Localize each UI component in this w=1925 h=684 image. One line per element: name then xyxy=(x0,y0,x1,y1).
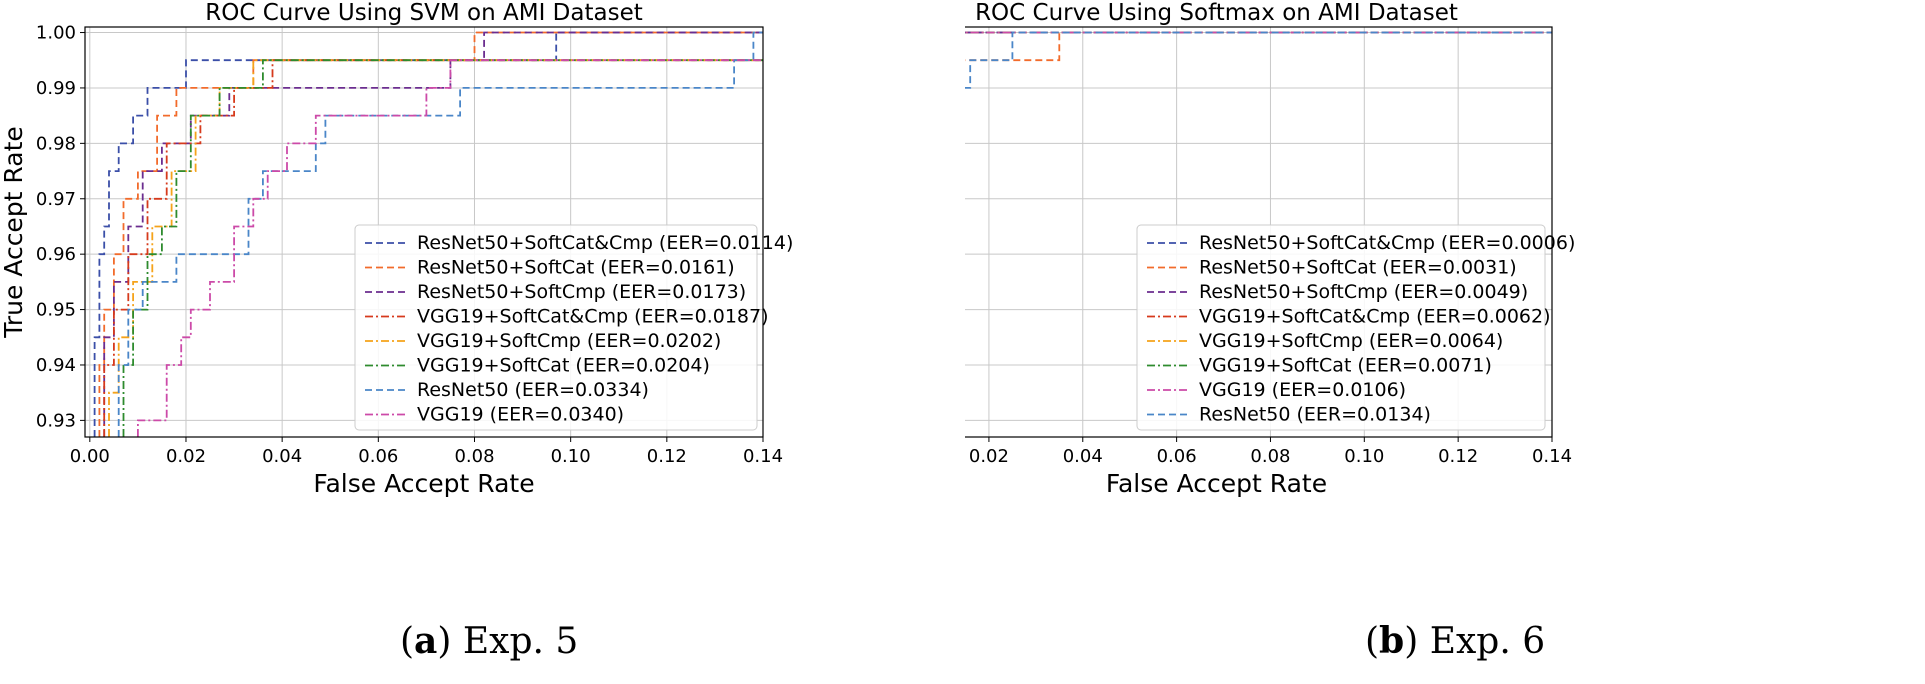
chart-b-xtick-label: 0.08 xyxy=(1250,446,1290,467)
chart-a-ytick-label: 0.97 xyxy=(36,189,76,210)
chart-a-plot-frame xyxy=(84,26,764,438)
chart-b-legend: ResNet50+SoftCat&Cmp (EER=0.0006) ResNet5… xyxy=(1136,224,1575,431)
chart-a-xtick-label: 0.06 xyxy=(358,446,398,467)
chart-a-xtick-label: 0.00 xyxy=(70,446,110,467)
chart-a-xtick-label: 0.12 xyxy=(647,446,687,467)
chart-b-xtick-label: 0.10 xyxy=(1344,446,1384,467)
chart-b-title: ROC Curve Using Softmax on AMI Dataset xyxy=(975,0,1458,26)
chart-a-series-line-7 xyxy=(136,59,763,437)
chart-a-legend-label-6: ResNet50 (EER=0.0334) xyxy=(417,379,649,401)
chart-a-legend-label-2: ResNet50+SoftCmp (EER=0.0173) xyxy=(417,281,746,303)
chart-a-legend-label-4: VGG19+SoftCmp (EER=0.0202) xyxy=(417,330,721,352)
chart-a-legend-label-7: VGG19 (EER=0.0340) xyxy=(417,404,624,426)
chart-a-xtick-label: 0.02 xyxy=(166,446,206,467)
roc-chart-softmax: 0.000.020.040.060.080.100.120.140.930.94… xyxy=(965,0,1575,498)
chart-a-ytick-label: 0.95 xyxy=(36,300,76,321)
caption-b-close: ) xyxy=(1404,621,1419,662)
chart-a-xtick-label: 0.04 xyxy=(262,446,302,467)
caption-a-letter: a xyxy=(414,620,438,662)
chart-a-xtick-label: 0.14 xyxy=(743,446,783,467)
chart-a-legend-label-0: ResNet50+SoftCat&Cmp (EER=0.0114) xyxy=(417,232,793,254)
chart-b-xtick-label: 0.02 xyxy=(969,446,1009,467)
chart-b-xtick-label: 0.04 xyxy=(1063,446,1103,467)
chart-a-ytick-label: 0.98 xyxy=(36,133,76,154)
caption-a-close: ) xyxy=(437,621,452,662)
chart-b-legend-box xyxy=(1136,224,1546,431)
chart-a-series-group xyxy=(93,31,763,437)
chart-b-legend-label-2: ResNet50+SoftCmp (EER=0.0049) xyxy=(1199,281,1528,303)
chart-a-ytick-label: 1.00 xyxy=(36,23,76,44)
chart-a-legend-box xyxy=(354,224,758,431)
chart-b-legend-label-4: VGG19+SoftCmp (EER=0.0064) xyxy=(1199,330,1503,352)
chart-b-legend-label-1: ResNet50+SoftCat (EER=0.0031) xyxy=(1199,257,1517,279)
chart-b-xtick-label: 0.14 xyxy=(1532,446,1572,467)
chart-a-ytick-label: 0.96 xyxy=(36,244,76,265)
chart-b-legend-label-3: VGG19+SoftCat&Cmp (EER=0.0062) xyxy=(1199,306,1551,328)
chart-a-series-line-5 xyxy=(122,59,763,437)
chart-a-ylabel: True Accept Rate xyxy=(0,126,28,339)
chart-b-legend-label-6: VGG19 (EER=0.0106) xyxy=(1199,379,1406,401)
chart-b-plot-frame xyxy=(965,26,1553,438)
caption-b-text: Exp. 6 xyxy=(1418,621,1546,662)
caption-a-text: Exp. 5 xyxy=(451,621,579,662)
chart-b-legend-label-5: VGG19+SoftCat (EER=0.0071) xyxy=(1199,355,1492,377)
chart-a-ytick-label: 0.99 xyxy=(36,78,76,99)
chart-a-ytick-label: 0.93 xyxy=(36,410,76,431)
chart-a-series-line-6 xyxy=(117,31,763,437)
caption-a: (a) Exp. 5 xyxy=(400,620,578,662)
chart-b-xlabel: False Accept Rate xyxy=(1106,469,1327,498)
chart-b-legend-label-7: ResNet50 (EER=0.0134) xyxy=(1199,404,1431,426)
chart-b-legend-label-0: ResNet50+SoftCat&Cmp (EER=0.0006) xyxy=(1199,232,1575,254)
chart-b-xtick-label: 0.12 xyxy=(1438,446,1478,467)
chart-a-title: ROC Curve Using SVM on AMI Dataset xyxy=(205,0,643,26)
chart-a-legend-label-5: VGG19+SoftCat (EER=0.0204) xyxy=(417,355,710,377)
roc-chart-svm: 0.00 0.02 0.04 0.06 0.08 0.10 0.12 0.14 0.93 0.94… xyxy=(0,0,793,498)
chart-a-legend: ResNet50+SoftCat&Cmp (EER=0.0114) ResNet5… xyxy=(354,224,793,431)
caption-b-letter: b xyxy=(1379,620,1405,662)
chart-a-series-line-1 xyxy=(98,31,763,437)
chart-a-ytick-label: 0.94 xyxy=(36,355,76,376)
caption-a-open: ( xyxy=(400,621,415,662)
caption-b-open: ( xyxy=(1365,621,1380,662)
chart-b-xtick-label: 0.06 xyxy=(1157,446,1197,467)
chart-a-xtick-label: 0.08 xyxy=(454,446,494,467)
chart-a-legend-label-1: ResNet50+SoftCat (EER=0.0161) xyxy=(417,257,735,279)
chart-a-xtick-label: 0.10 xyxy=(551,446,591,467)
caption-b: (b) Exp. 6 xyxy=(1365,620,1545,662)
chart-a-xlabel: False Accept Rate xyxy=(313,469,534,498)
chart-a-legend-label-3: VGG19+SoftCat&Cmp (EER=0.0187) xyxy=(417,306,769,328)
